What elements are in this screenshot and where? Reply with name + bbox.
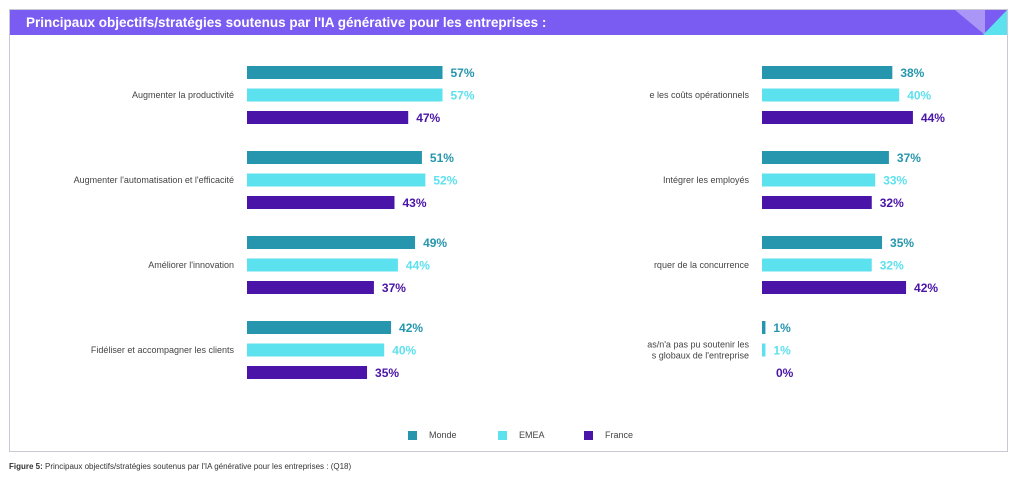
data-label: 40% xyxy=(907,89,931,103)
category-label: Améliorer l'innovation xyxy=(148,260,234,270)
category-label: as/n'a pas pu soutenir les xyxy=(647,340,749,350)
bar-france xyxy=(762,281,907,294)
category-label: Augmenter l'automatisation et l'efficaci… xyxy=(74,175,234,185)
legend-swatch xyxy=(408,430,417,440)
data-label: 42% xyxy=(914,281,938,295)
data-label: 35% xyxy=(890,236,914,250)
category-label: rquer de la concurrence xyxy=(654,260,749,270)
data-label: 38% xyxy=(900,66,924,80)
caption-text: Principaux objectifs/stratégies soutenus… xyxy=(45,462,352,471)
data-label: 35% xyxy=(375,366,399,380)
data-label: 52% xyxy=(433,174,457,188)
data-label: 1% xyxy=(773,344,791,358)
bar-monde xyxy=(247,236,416,249)
category-label: Fidéliser et accompagner les clients xyxy=(91,345,235,355)
bar-emea xyxy=(247,343,385,357)
bar-france xyxy=(247,281,374,294)
bar-monde xyxy=(247,321,392,334)
legend-swatch xyxy=(584,430,593,440)
figure-header: Principaux objectifs/stratégies soutenus… xyxy=(10,10,1007,35)
bar-monde xyxy=(762,151,889,164)
data-label: 37% xyxy=(382,281,406,295)
bar-emea xyxy=(247,258,398,272)
bar-france xyxy=(247,111,409,124)
figure-caption: Figure 5: Principaux objectifs/stratégie… xyxy=(9,462,351,471)
bar-monde xyxy=(762,66,893,79)
bar-france xyxy=(247,196,395,209)
figure-frame: Principaux objectifs/stratégies soutenus… xyxy=(9,9,1008,452)
data-label: 47% xyxy=(416,111,440,125)
legend-swatch xyxy=(498,430,507,440)
bar-emea xyxy=(247,88,443,102)
data-label: 57% xyxy=(451,89,475,103)
bar-monde xyxy=(247,66,443,79)
data-label: 57% xyxy=(451,66,475,80)
legend-label: France xyxy=(605,430,634,440)
bar-emea xyxy=(762,343,766,357)
bar-emea xyxy=(762,258,872,272)
caption-prefix: Figure 5: xyxy=(9,462,43,471)
category-label: s globaux de l'entreprise xyxy=(652,351,749,361)
bar-france xyxy=(762,196,872,209)
data-label: 40% xyxy=(392,344,416,358)
bar-monde xyxy=(247,151,422,164)
data-label: 49% xyxy=(423,236,447,250)
data-label: 0% xyxy=(776,366,794,380)
data-label: 51% xyxy=(430,151,454,165)
legend-label: EMEA xyxy=(519,430,545,440)
bar-france xyxy=(247,366,368,379)
bar-france xyxy=(762,111,913,124)
bar-monde xyxy=(762,236,883,249)
data-label: 1% xyxy=(773,321,791,335)
category-label: e les coûts opérationnels xyxy=(649,90,749,100)
data-label: 43% xyxy=(402,196,426,210)
legend-item-france: France xyxy=(584,430,633,440)
category-label: Augmenter la productivité xyxy=(132,90,234,100)
legend-item-emea: EMEA xyxy=(498,430,545,440)
data-label: 32% xyxy=(880,196,904,210)
bar-monde xyxy=(762,321,766,334)
bar-emea xyxy=(762,173,876,187)
legend-item-monde: Monde xyxy=(408,430,457,440)
bar-chart: Augmenter la productivité 57% 57% 47% Augmen… xyxy=(74,66,945,380)
data-label: 37% xyxy=(897,151,921,165)
figure-title: Principaux objectifs/stratégies soutenus… xyxy=(26,15,547,30)
category-label: Intégrer les employés xyxy=(663,175,750,185)
bar-emea xyxy=(762,88,900,102)
data-label: 33% xyxy=(883,174,907,188)
header-decoration xyxy=(955,10,1007,35)
bar-emea xyxy=(247,173,426,187)
data-label: 44% xyxy=(921,111,945,125)
data-label: 44% xyxy=(406,259,430,273)
data-label: 32% xyxy=(880,259,904,273)
legend-label: Monde xyxy=(429,430,457,440)
data-label: 42% xyxy=(399,321,423,335)
chart-legend: Monde EMEA France xyxy=(10,430,1007,444)
